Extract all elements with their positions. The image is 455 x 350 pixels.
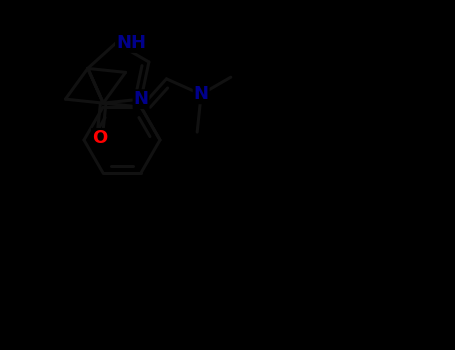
Text: O: O <box>92 129 107 147</box>
Text: NH: NH <box>116 34 146 52</box>
Text: N: N <box>133 90 148 108</box>
Text: N: N <box>194 85 209 103</box>
